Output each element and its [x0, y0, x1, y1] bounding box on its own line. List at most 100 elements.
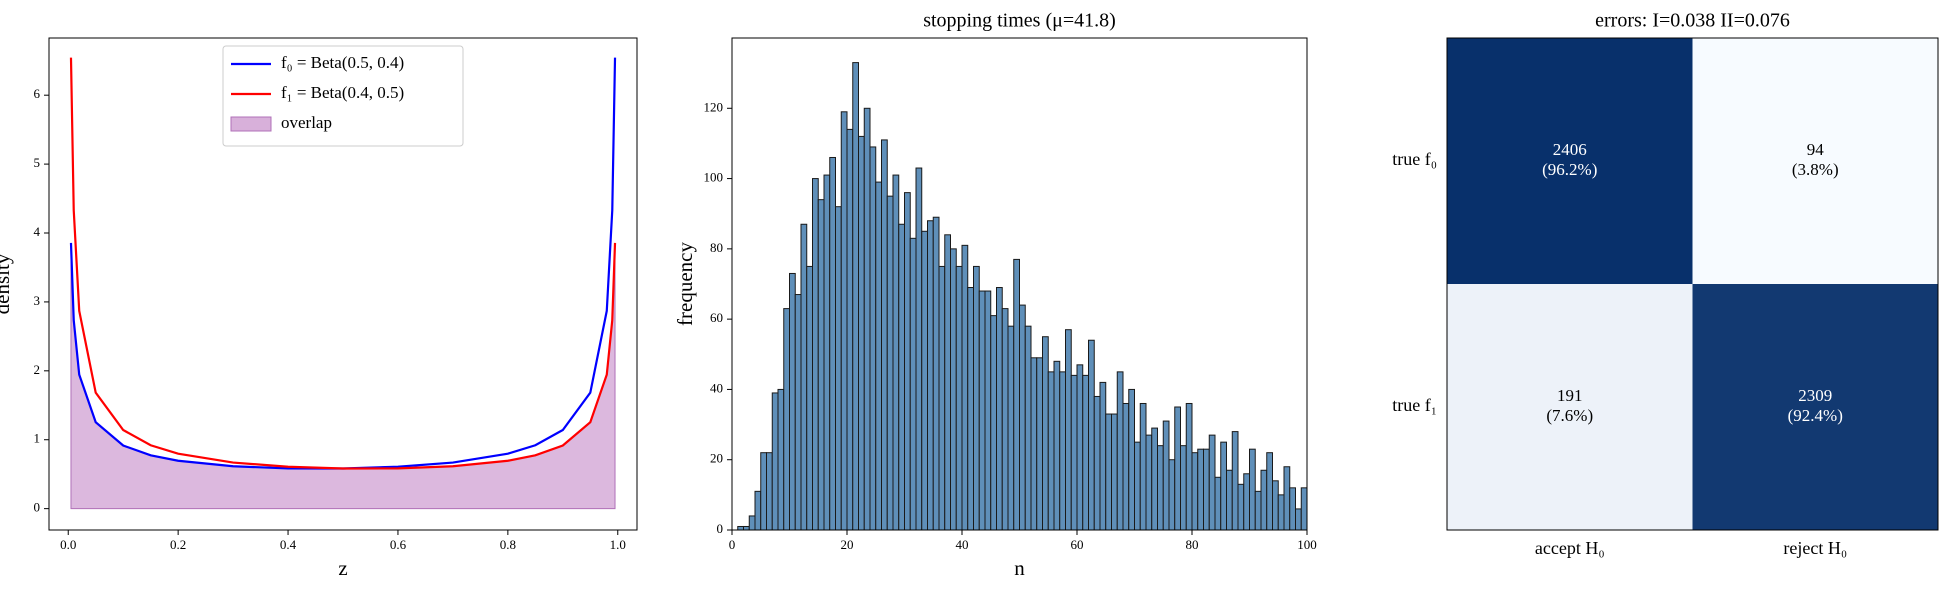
- cell-percent: (3.8%): [1792, 160, 1839, 179]
- histogram-bar: [1076, 364, 1084, 531]
- chart-title: stopping times (μ=41.8): [923, 10, 1116, 32]
- row-label: true f₀: [1392, 149, 1437, 169]
- histogram-bar: [1059, 371, 1066, 531]
- heatmap-cell: [1692, 284, 1938, 530]
- x-axis-label: z: [338, 556, 347, 580]
- y-tick-label: 0: [717, 521, 724, 536]
- histogram-bar: [1289, 487, 1296, 531]
- histogram-bar: [1272, 480, 1279, 531]
- histogram-bar: [1088, 339, 1095, 531]
- histogram-bar: [1030, 357, 1038, 531]
- histogram-bar: [1214, 476, 1222, 531]
- y-tick-label: 1: [34, 431, 41, 446]
- x-tick-label: 0.4: [280, 537, 297, 552]
- histogram-bar: [909, 237, 917, 531]
- histogram-bar: [984, 290, 992, 531]
- cell-percent: (7.6%): [1546, 406, 1593, 425]
- histogram-bar: [760, 452, 767, 531]
- histogram-bar: [1243, 473, 1250, 531]
- histogram-bar: [1157, 445, 1164, 531]
- histogram-bar: [1116, 371, 1124, 531]
- x-tick-label: 0.8: [500, 537, 516, 552]
- histogram-bar: [1099, 381, 1107, 531]
- histogram-bar: [1042, 336, 1049, 531]
- line: [69, 57, 617, 470]
- y-tick-label: 120: [704, 99, 724, 114]
- histogram-bar: [846, 128, 854, 531]
- histogram-bar: [950, 248, 957, 531]
- histogram-bar: [1139, 402, 1147, 531]
- histogram-bar: [1036, 357, 1043, 531]
- y-axis-label: frequency: [673, 242, 697, 326]
- histogram-bar: [1065, 329, 1072, 531]
- histogram-bar: [1226, 469, 1233, 531]
- histogram-bar: [789, 272, 796, 531]
- histogram-bar: [1185, 402, 1193, 531]
- x-tick-label: 100: [1297, 537, 1317, 552]
- histogram-bar: [806, 265, 813, 531]
- histogram-bar: [932, 216, 940, 531]
- histogram-bar: [1053, 360, 1061, 531]
- histogram-bar: [921, 230, 928, 531]
- histogram-bar: [800, 223, 808, 531]
- x-tick-label: 20: [841, 537, 854, 552]
- legend-label: overlap: [281, 113, 332, 132]
- histogram-bar: [1019, 304, 1026, 531]
- histogram-bar: [869, 146, 877, 531]
- histogram-bar: [1249, 448, 1256, 531]
- histogram-bar: [794, 294, 802, 531]
- histogram-bar: [1197, 448, 1204, 531]
- column-label: accept H₀: [1535, 538, 1605, 558]
- histogram-bar: [973, 265, 980, 531]
- histogram-bar: [978, 290, 986, 531]
- cell-percent: (96.2%): [1542, 160, 1597, 179]
- legend-swatch: [230, 116, 272, 132]
- histogram-bar: [892, 174, 900, 531]
- x-tick-label: 1.0: [610, 537, 626, 552]
- y-tick-label: 80: [710, 240, 723, 255]
- chart-title: errors: I=0.038 II=0.076: [1595, 10, 1790, 32]
- histogram-bar: [737, 525, 744, 531]
- legend-box: [222, 45, 464, 147]
- histogram-bar: [1007, 325, 1015, 531]
- histogram-bar: [927, 220, 934, 531]
- y-axis-label: density: [0, 253, 14, 314]
- y-tick-label: 20: [710, 451, 723, 466]
- axes-frame: [1446, 37, 1939, 531]
- y-tick-label: 5: [34, 155, 41, 170]
- histogram-bar: [1220, 441, 1227, 531]
- histogram-bar: [996, 287, 1003, 531]
- histogram-bar: [1260, 469, 1268, 531]
- cell-percent: (92.4%): [1788, 406, 1843, 425]
- histogram-bar: [1134, 441, 1141, 531]
- histogram-bar: [1151, 427, 1158, 531]
- cell-value: 2406: [1553, 140, 1587, 159]
- histogram-bar: [743, 525, 750, 531]
- histogram-bar: [1128, 388, 1135, 531]
- histogram-bar: [967, 287, 974, 531]
- histogram-bar: [1093, 395, 1101, 531]
- histogram-bar: [1266, 452, 1273, 531]
- y-tick-label: 0: [34, 500, 41, 515]
- histogram-bar: [835, 206, 842, 531]
- histogram-bar: [1162, 420, 1170, 531]
- legend-label: f₁ = Beta(0.4, 0.5): [281, 83, 404, 102]
- histogram-bar: [777, 388, 785, 531]
- histogram-bar: [1082, 374, 1089, 531]
- histogram-bar: [748, 515, 756, 531]
- histogram-bar: [771, 392, 779, 531]
- row-label: true f₁: [1392, 395, 1437, 415]
- histogram-bar: [1168, 459, 1176, 531]
- axes-frame: [731, 37, 1308, 531]
- y-tick-label: 40: [710, 380, 723, 395]
- histogram-bar: [1237, 483, 1245, 531]
- histogram-bar: [1203, 448, 1210, 531]
- histogram-bar: [823, 174, 831, 531]
- x-tick-label: 80: [1186, 537, 1199, 552]
- cell-value: 2309: [1798, 386, 1832, 405]
- y-tick-label: 6: [34, 86, 41, 101]
- histogram-bar: [1122, 402, 1130, 531]
- heatmap-cell: [1692, 38, 1938, 284]
- histogram-bar: [1231, 431, 1239, 531]
